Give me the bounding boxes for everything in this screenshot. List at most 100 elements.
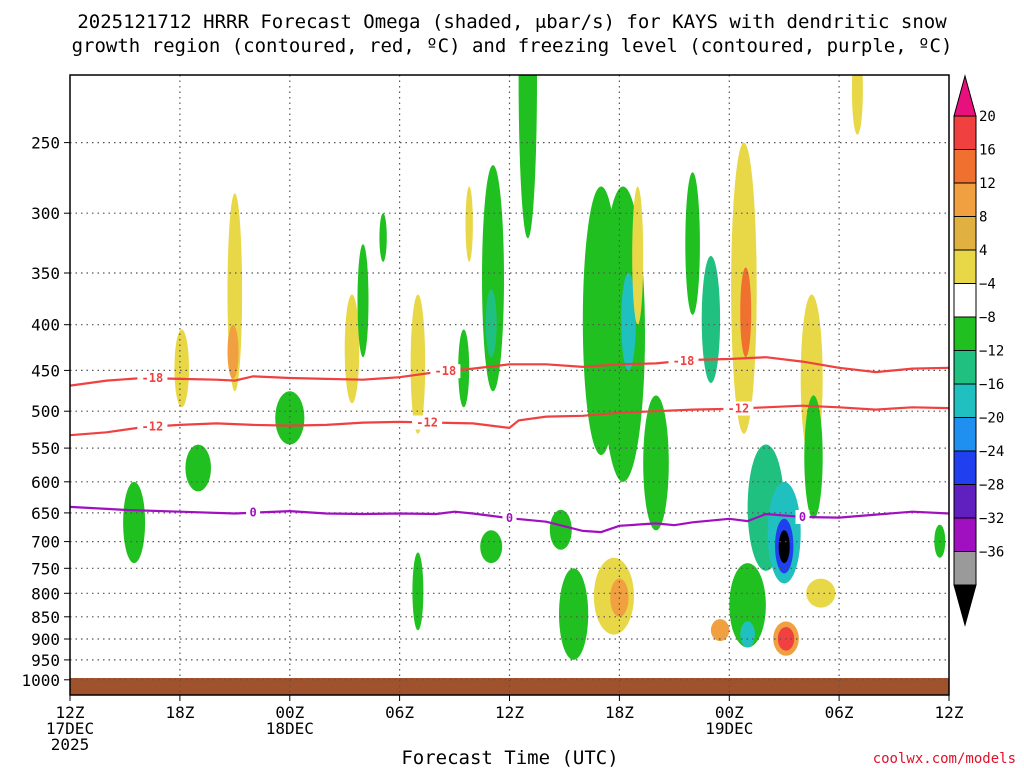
freezing-level-label-bg-2 xyxy=(795,510,810,524)
colorbar-label-1: 16 xyxy=(979,143,996,159)
dgz-12-label-1: -12 xyxy=(416,416,438,430)
y-axis-ticks: 250 300 350 400 450 500 550 600 650 700 750 800 850 9… xyxy=(21,134,70,690)
y-tick-label-850: 850 xyxy=(31,608,60,627)
omega-cell-13 xyxy=(482,165,504,392)
y-tick-label-300: 300 xyxy=(31,204,60,223)
x-tick-label-48-0: 12Z xyxy=(935,703,964,722)
omega-cell-16 xyxy=(518,75,537,239)
y-tick-label-350: 350 xyxy=(31,264,60,283)
colorbar-swatch-14 xyxy=(953,551,977,586)
dgz-12-label-bg-1 xyxy=(412,415,443,430)
contour-labels: -18 -18 -18 -12 -12 -12 0 0 0 xyxy=(137,353,810,526)
omega-shading xyxy=(123,75,946,660)
omega-cell-36 xyxy=(778,530,790,564)
colorbar-label-2: 12 xyxy=(979,176,996,192)
omega-cell-1 xyxy=(174,329,189,408)
colorbar-label-12: −32 xyxy=(979,511,1004,527)
colorbar-label-0: 20 xyxy=(979,109,996,125)
colorbar-swatch-8 xyxy=(953,350,977,385)
colorbar: 20 16 12 8 4 −4 −8 −12 −16 −20 −24 −28 −32 −36 xyxy=(953,74,1004,627)
y-tick-label-1000: 1000 xyxy=(21,671,60,690)
y-tick-label-750: 750 xyxy=(31,559,60,578)
freezing-level-label-2: 0 xyxy=(799,510,806,524)
y-tick-label-900: 900 xyxy=(31,630,60,649)
freezing-level-label-bg-0 xyxy=(246,505,261,520)
omega-cell-9 xyxy=(410,294,426,434)
colorbar-swatch-3 xyxy=(953,182,977,217)
omega-cell-10 xyxy=(412,552,424,631)
x-tick-label-36-1: 19DEC xyxy=(705,719,753,738)
x-tick-label-18-0: 06Z xyxy=(385,703,414,722)
x-axis-label: Forecast Time (UTC) xyxy=(401,747,618,768)
colorbar-swatch-6 xyxy=(953,283,977,318)
freezing-level-label-bg-1 xyxy=(502,511,517,526)
x-tick-label-6-0: 18Z xyxy=(165,703,194,722)
dgz-18-label-1: -18 xyxy=(435,364,457,378)
colorbar-swatch-9 xyxy=(953,383,977,418)
colorbar-swatch-12 xyxy=(953,484,977,519)
y-tick-label-600: 600 xyxy=(31,473,60,492)
omega-cell-11 xyxy=(465,186,473,262)
dgz-12-label-2: -12 xyxy=(728,402,750,416)
x-tick-label-0-0: 12Z xyxy=(56,703,85,722)
y-tick-label-450: 450 xyxy=(31,361,60,380)
omega-cell-5 xyxy=(275,391,305,445)
omega-cell-26 xyxy=(685,172,700,315)
omega-cell-30 xyxy=(740,267,752,358)
temperature-contours xyxy=(70,356,949,534)
dgz-18-line xyxy=(70,356,949,387)
omega-cell-41 xyxy=(806,578,836,608)
omega-cell-6 xyxy=(344,294,360,404)
colorbar-swatch-5 xyxy=(953,249,977,284)
colorbar-swatch-13 xyxy=(953,517,977,552)
y-tick-label-400: 400 xyxy=(31,316,60,335)
colorbar-label-10: −24 xyxy=(979,444,1004,460)
site-credit: coolwx.com/models xyxy=(873,751,1016,767)
chart-title-line-1: 2025121712 HRRR Forecast Omega (shaded, … xyxy=(77,11,947,33)
y-tick-label-700: 700 xyxy=(31,533,60,552)
y-tick-label-250: 250 xyxy=(31,134,60,153)
omega-cell-28 xyxy=(710,619,730,642)
omega-cell-25 xyxy=(643,395,669,531)
dgz-18-label-2: -18 xyxy=(673,354,695,368)
dgz-18-label-bg-1 xyxy=(430,364,461,379)
colorbar-label-3: 8 xyxy=(979,210,987,226)
colorbar-swatch-4 xyxy=(953,216,977,251)
omega-cell-0 xyxy=(123,481,146,564)
dgz-18-label-bg-0 xyxy=(137,371,168,386)
colorbar-label-9: −20 xyxy=(979,411,1004,427)
colorbar-swatch-11 xyxy=(953,450,977,485)
colorbar-label-4: 4 xyxy=(979,243,987,259)
omega-cell-2 xyxy=(185,444,211,492)
colorbar-label-5: −4 xyxy=(979,277,996,293)
colorbar-label-13: −36 xyxy=(979,545,1004,561)
omega-cell-4 xyxy=(227,324,239,379)
x-tick-label-30-0: 18Z xyxy=(605,703,634,722)
dgz-12-label-bg-0 xyxy=(137,419,168,434)
omega-cell-31 xyxy=(729,563,766,648)
x-tick-label-0-2: 2025 xyxy=(51,735,90,754)
y-tick-label-500: 500 xyxy=(31,402,60,421)
freezing-level-label-1: 0 xyxy=(506,511,513,525)
dgz-12-label-bg-2 xyxy=(723,401,754,416)
y-tick-label-550: 550 xyxy=(31,439,60,458)
y-tick-label-950: 950 xyxy=(31,651,60,670)
dgz-12-line xyxy=(70,404,949,437)
y-tick-label-800: 800 xyxy=(31,584,60,603)
colorbar-swatch-10 xyxy=(953,417,977,452)
omega-cell-14 xyxy=(485,289,497,358)
colorbar-label-8: −16 xyxy=(979,377,1004,393)
omega-cell-17 xyxy=(549,509,572,550)
colorbar-swatch-2 xyxy=(953,149,977,184)
omega-cell-40 xyxy=(804,395,823,519)
colorbar-swatch-1 xyxy=(953,115,977,150)
dgz-12-label-0: -12 xyxy=(142,420,164,434)
x-tick-label-42-0: 06Z xyxy=(825,703,854,722)
omega-cell-7 xyxy=(357,244,369,358)
dgz-18-label-0: -18 xyxy=(142,371,164,385)
colorbar-bottom-arrow xyxy=(953,584,977,627)
colorbar-swatch-7 xyxy=(953,316,977,351)
chart-title-line-2: growth region (contoured, red, ºC) and f… xyxy=(72,35,953,57)
